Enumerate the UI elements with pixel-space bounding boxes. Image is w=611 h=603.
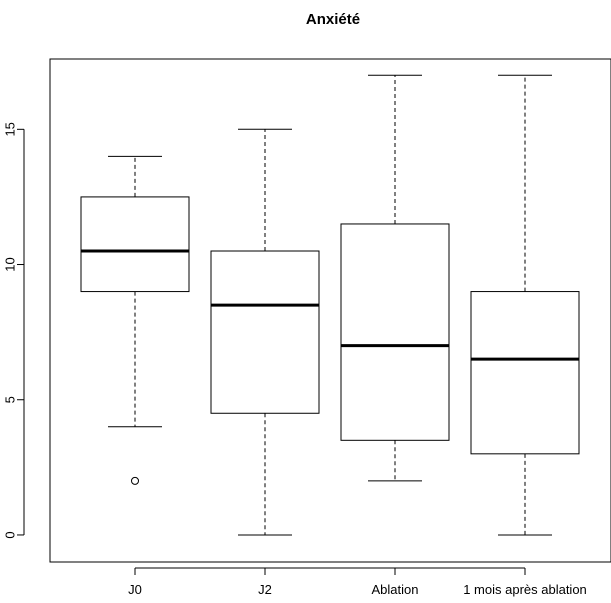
boxes-group — [80, 74, 580, 536]
box-iqr — [80, 196, 190, 293]
box-1 — [80, 155, 190, 485]
box-4 — [470, 74, 580, 536]
plot-frame — [49, 58, 611, 563]
y-tick-label: 5 — [3, 396, 18, 403]
y-tick-label: 0 — [3, 531, 18, 538]
y-axis: 0 5 10 15 — [3, 122, 25, 539]
box-2 — [210, 128, 320, 536]
chart-title: Anxiété — [306, 11, 360, 28]
box-iqr — [470, 291, 580, 455]
outlier-point — [131, 476, 139, 485]
x-tick-label: Ablation — [372, 582, 419, 597]
x-tick-label: J2 — [258, 582, 272, 597]
y-tick-label: 15 — [3, 122, 18, 136]
box-iqr — [340, 223, 450, 441]
y-tick-label: 10 — [3, 257, 18, 271]
x-axis: J0 J2 Ablation 1 mois après ablation — [128, 567, 587, 597]
x-tick-label: J0 — [128, 582, 142, 597]
x-tick-label: 1 mois après ablation — [463, 582, 587, 597]
box-iqr — [210, 250, 320, 414]
box-3 — [340, 74, 450, 482]
